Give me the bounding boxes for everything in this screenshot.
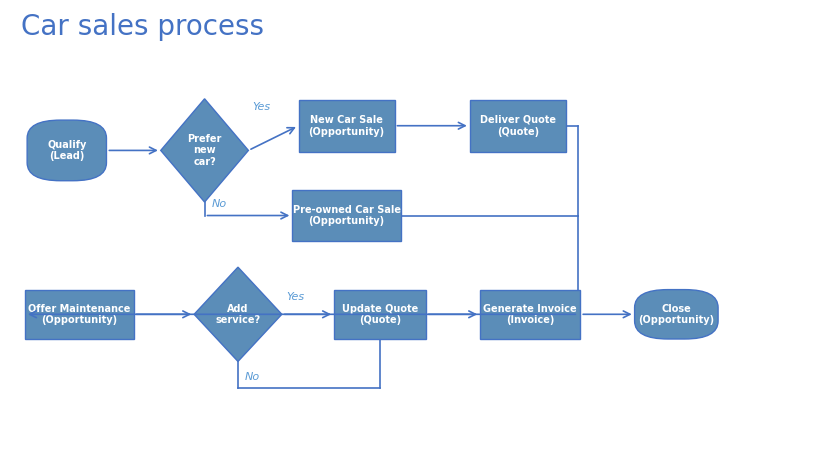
Text: Update Quote
(Quote): Update Quote (Quote) — [342, 304, 418, 325]
Text: No: No — [245, 372, 260, 382]
Text: Car sales process: Car sales process — [21, 13, 264, 41]
Polygon shape — [194, 267, 282, 361]
Text: Pre-owned Car Sale
(Opportunity): Pre-owned Car Sale (Opportunity) — [292, 205, 401, 226]
Text: Yes: Yes — [286, 292, 304, 302]
Text: Qualify
(Lead): Qualify (Lead) — [47, 140, 87, 161]
Bar — [469, 100, 566, 152]
Text: Close
(Opportunity): Close (Opportunity) — [638, 304, 715, 325]
Text: Add
service?: Add service? — [215, 304, 261, 325]
Text: Generate Invoice
(Invoice): Generate Invoice (Invoice) — [483, 304, 577, 325]
Bar — [480, 290, 580, 339]
Bar — [299, 100, 394, 152]
Bar — [292, 189, 401, 242]
Bar — [334, 290, 426, 339]
FancyBboxPatch shape — [635, 290, 718, 339]
Polygon shape — [160, 99, 249, 202]
Text: Prefer
new
car?: Prefer new car? — [187, 134, 222, 167]
Bar — [25, 290, 134, 339]
Text: No: No — [211, 199, 226, 209]
Text: Yes: Yes — [252, 102, 271, 112]
FancyBboxPatch shape — [27, 120, 107, 180]
Text: Deliver Quote
(Quote): Deliver Quote (Quote) — [479, 115, 556, 136]
Text: New Car Sale
(Opportunity): New Car Sale (Opportunity) — [308, 115, 385, 136]
Text: Offer Maintenance
(Opportunity): Offer Maintenance (Opportunity) — [28, 304, 130, 325]
